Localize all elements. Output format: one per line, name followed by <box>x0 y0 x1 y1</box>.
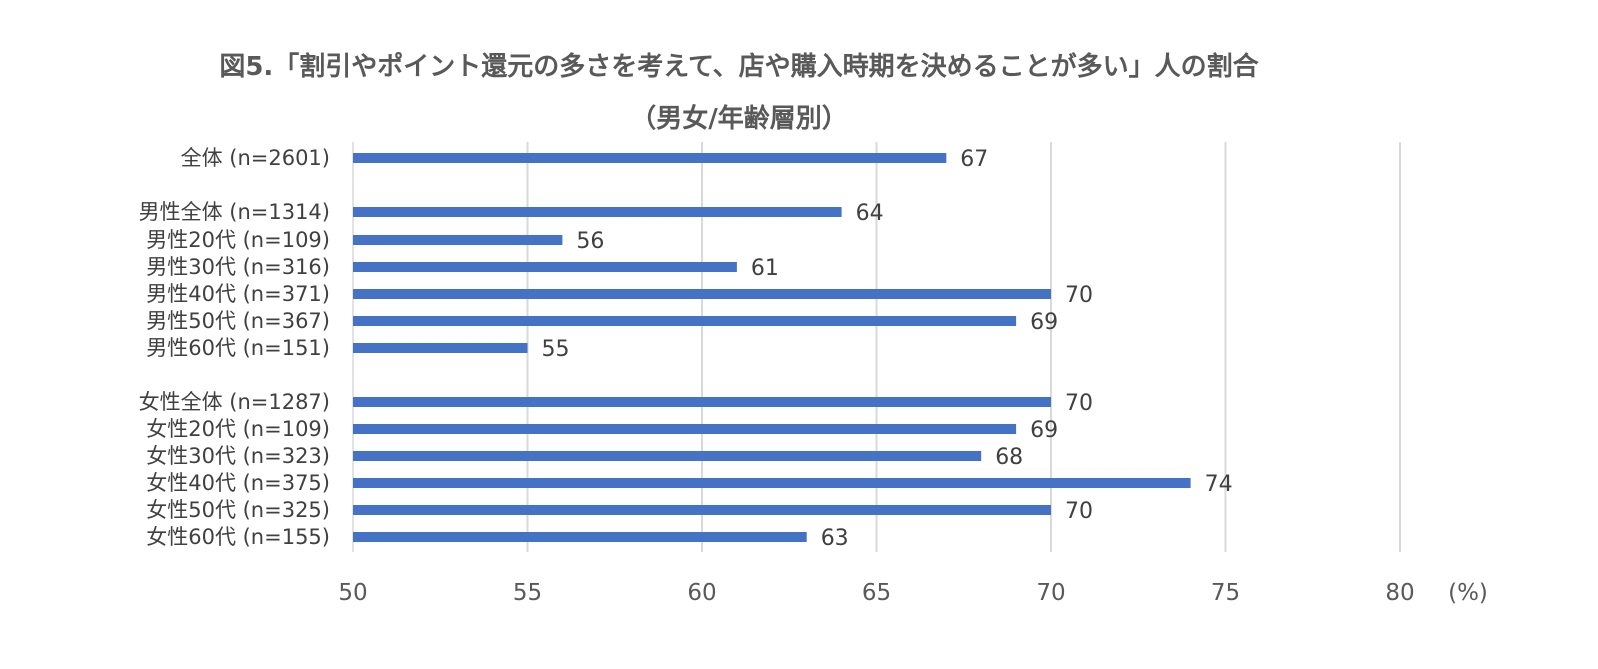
x-tick-label: 75 <box>1211 580 1240 606</box>
value-label: 63 <box>821 526 849 551</box>
bar[interactable] <box>353 262 737 272</box>
bar[interactable] <box>353 505 1051 515</box>
category-label: 男性50代 (n=367) <box>146 309 330 333</box>
chart-title: 図5.「割引やポイント還元の多さを考えて、店や購入時期を決めることが多い」人の割… <box>219 52 1259 82</box>
value-label: 70 <box>1065 499 1093 524</box>
x-tick-label: 55 <box>513 580 542 606</box>
x-tick-label: 70 <box>1036 580 1065 606</box>
category-label: 女性全体 (n=1287) <box>139 390 330 414</box>
bar[interactable] <box>353 424 1017 434</box>
category-label: 男性40代 (n=371) <box>146 282 330 306</box>
value-label: 68 <box>995 445 1023 470</box>
category-label: 全体 (n=2601) <box>181 146 330 170</box>
x-tick-label: 60 <box>687 580 716 606</box>
bar[interactable] <box>353 532 807 542</box>
chart-subtitle: （男女/年齢層別） <box>630 104 848 134</box>
value-label: 69 <box>1030 310 1058 335</box>
value-label: 64 <box>856 201 884 226</box>
value-label: 69 <box>1030 418 1058 443</box>
category-label: 女性40代 (n=375) <box>146 471 330 495</box>
value-label: 70 <box>1065 283 1093 308</box>
bar[interactable] <box>353 207 842 217</box>
bar[interactable] <box>353 478 1191 488</box>
value-label: 67 <box>960 147 988 172</box>
category-label: 男性20代 (n=109) <box>146 228 330 252</box>
value-label: 55 <box>542 337 570 362</box>
bar[interactable] <box>353 235 563 245</box>
bar[interactable] <box>353 316 1017 326</box>
bar[interactable] <box>353 153 947 163</box>
value-label: 56 <box>576 229 604 254</box>
bar[interactable] <box>353 289 1051 299</box>
category-label: 女性20代 (n=109) <box>146 417 330 441</box>
bar[interactable] <box>353 397 1051 407</box>
bar[interactable] <box>353 343 528 353</box>
value-label: 61 <box>751 256 779 281</box>
x-unit-label: (%) <box>1448 580 1488 606</box>
x-tick-label: 65 <box>862 580 891 606</box>
category-label: 女性30代 (n=323) <box>146 444 330 468</box>
value-label: 70 <box>1065 391 1093 416</box>
x-tick-label: 50 <box>338 580 367 606</box>
value-label: 74 <box>1205 472 1233 497</box>
category-label: 男性全体 (n=1314) <box>139 200 330 224</box>
category-label: 男性30代 (n=316) <box>146 255 330 279</box>
category-label: 女性50代 (n=325) <box>146 498 330 522</box>
category-label: 男性60代 (n=151) <box>146 336 330 360</box>
bar[interactable] <box>353 451 982 461</box>
x-tick-label: 80 <box>1385 580 1414 606</box>
category-label: 女性60代 (n=155) <box>146 525 330 549</box>
